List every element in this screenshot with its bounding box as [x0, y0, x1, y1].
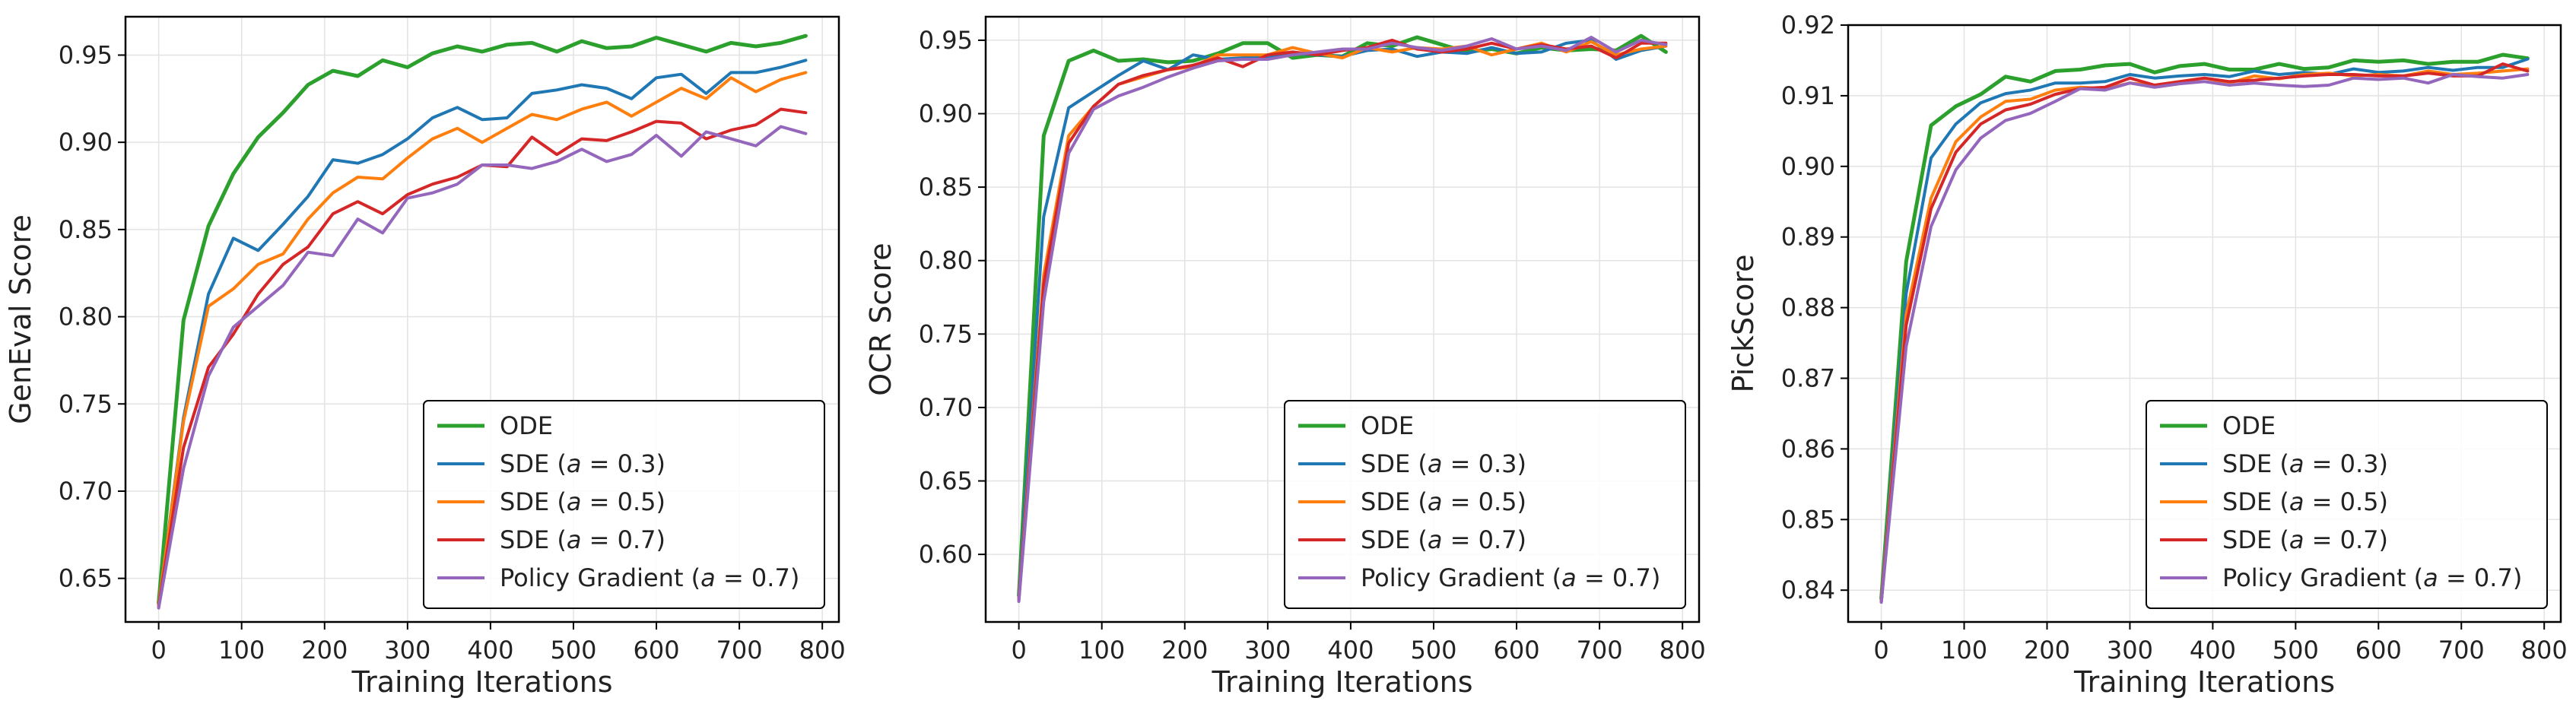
legend-label-4: SDE (a = 0.7) [2222, 525, 2388, 554]
legend-label-5: Policy Gradient (a = 0.7) [1361, 563, 1660, 592]
x-tick-label: 800 [1660, 636, 1706, 665]
legend-box [2146, 400, 2548, 609]
legend: ODE SDE (a = 0.3) SDE (a = 0.5) SDE (a = 0.… [423, 400, 825, 609]
legend-label-5: Policy Gradient (a = 0.7) [500, 563, 799, 592]
chart-panel-3: 0 100 200 300 400 500 600 700 800 0.84 0.85 0.86 0.8… [1726, 11, 2568, 699]
y-tick-label: 0.89 [1781, 223, 1835, 252]
x-tick-label: 0 [1873, 636, 1888, 665]
y-tick-label: 0.75 [59, 389, 113, 418]
legend-label-3: SDE (a = 0.5) [2222, 487, 2388, 516]
legend-label-2: SDE (a = 0.3) [1361, 449, 1526, 478]
y-tick-label: 0.70 [59, 477, 113, 506]
chart-panel-2: 0 100 200 300 400 500 600 700 800 0.60 0.65 0.70 0.7… [864, 15, 1706, 699]
x-tick-label: 800 [2521, 636, 2568, 665]
series-line-5 [1879, 73, 2530, 604]
legend: ODE SDE (a = 0.3) SDE (a = 0.5) SDE (a = 0.… [1284, 400, 1686, 609]
legend-box [423, 400, 825, 609]
series-line-1 [1879, 52, 2530, 601]
x-tick-label: 700 [2438, 636, 2485, 665]
x-axis-label: Training Iterations [1211, 665, 1472, 699]
y-tick-label: 0.85 [919, 173, 973, 201]
x-tick-label: 0 [151, 636, 166, 665]
x-tick-label: 500 [1410, 636, 1456, 665]
x-axis-label: Training Iterations [2073, 665, 2335, 699]
y-axis-label: PickScore [1726, 255, 1760, 393]
y-tick-label: 0.95 [59, 40, 113, 69]
y-tick-label: 0.70 [919, 393, 973, 422]
y-axis-label: OCR Score [864, 243, 897, 395]
y-tick-label: 0.88 [1781, 293, 1835, 322]
x-axis-label: Training Iterations [351, 665, 612, 699]
x-tick-label: 500 [2273, 636, 2319, 665]
y-tick-label: 0.65 [59, 564, 113, 593]
x-tick-label: 700 [1577, 636, 1623, 665]
series-line-4 [1879, 62, 2530, 604]
y-tick-label: 0.86 [1781, 434, 1835, 463]
x-tick-label: 400 [467, 636, 513, 665]
y-tick-label: 0.60 [919, 540, 973, 569]
series-line-1 [157, 33, 808, 605]
x-tick-label: 700 [716, 636, 763, 665]
legend-label-5: Policy Gradient (a = 0.7) [2222, 563, 2522, 592]
legend-label-3: SDE (a = 0.5) [500, 487, 665, 516]
chart-panel-1: 0 100 200 300 400 500 600 700 800 0.65 0.70 0.75 0.8… [4, 15, 846, 699]
y-tick-label: 0.90 [59, 128, 113, 157]
x-tick-label: 400 [2190, 636, 2236, 665]
legend-label-2: SDE (a = 0.3) [2222, 449, 2388, 478]
y-tick-label: 0.75 [919, 319, 973, 348]
y-tick-label: 0.92 [1781, 11, 1835, 40]
y-tick-label: 0.87 [1781, 363, 1835, 392]
y-tick-label: 0.80 [59, 303, 113, 332]
legend-label-3: SDE (a = 0.5) [1361, 487, 1526, 516]
series-line-5 [1017, 36, 1668, 603]
x-tick-label: 300 [2107, 636, 2153, 665]
legend-label-4: SDE (a = 0.7) [1361, 525, 1526, 554]
y-tick-label: 0.90 [919, 100, 973, 128]
x-tick-label: 200 [301, 636, 348, 665]
legend-label-1: ODE [500, 411, 553, 440]
series-line-2 [157, 59, 808, 607]
x-tick-label: 100 [218, 636, 265, 665]
series-line-2 [1879, 57, 2530, 603]
x-tick-label: 300 [384, 636, 430, 665]
y-tick-label: 0.91 [1781, 81, 1835, 110]
legend-label-1: ODE [2222, 411, 2276, 440]
x-tick-label: 200 [1161, 636, 1208, 665]
legend-box [1284, 400, 1686, 609]
y-tick-label: 0.80 [919, 246, 973, 275]
y-tick-label: 0.95 [919, 26, 973, 55]
y-tick-label: 0.84 [1781, 576, 1835, 604]
series-line-3 [157, 71, 808, 607]
x-tick-label: 500 [550, 636, 596, 665]
legend: ODE SDE (a = 0.3) SDE (a = 0.5) SDE (a = 0.… [2146, 400, 2548, 609]
plot-frame [1847, 24, 2562, 623]
x-tick-label: 600 [634, 636, 680, 665]
y-axis-label: GenEval Score [4, 214, 37, 424]
x-tick-label: 600 [1494, 636, 1540, 665]
y-tick-label: 0.85 [59, 215, 113, 244]
y-tick-label: 0.90 [1781, 152, 1835, 181]
x-tick-label: 200 [2024, 636, 2070, 665]
plot-frame [124, 15, 840, 623]
y-tick-label: 0.65 [919, 467, 973, 496]
x-tick-label: 100 [1078, 636, 1125, 665]
legend-label-2: SDE (a = 0.3) [500, 449, 665, 478]
legend-label-1: ODE [1361, 411, 1414, 440]
x-tick-label: 300 [1244, 636, 1291, 665]
plot-frame [984, 15, 1701, 623]
x-tick-label: 0 [1011, 636, 1026, 665]
y-tick-label: 0.85 [1781, 505, 1835, 534]
x-tick-label: 600 [2355, 636, 2402, 665]
legend-label-4: SDE (a = 0.7) [500, 525, 665, 554]
series-line-5 [157, 125, 808, 610]
x-tick-label: 800 [799, 636, 846, 665]
x-tick-label: 400 [1327, 636, 1374, 665]
x-tick-label: 100 [1941, 636, 1987, 665]
